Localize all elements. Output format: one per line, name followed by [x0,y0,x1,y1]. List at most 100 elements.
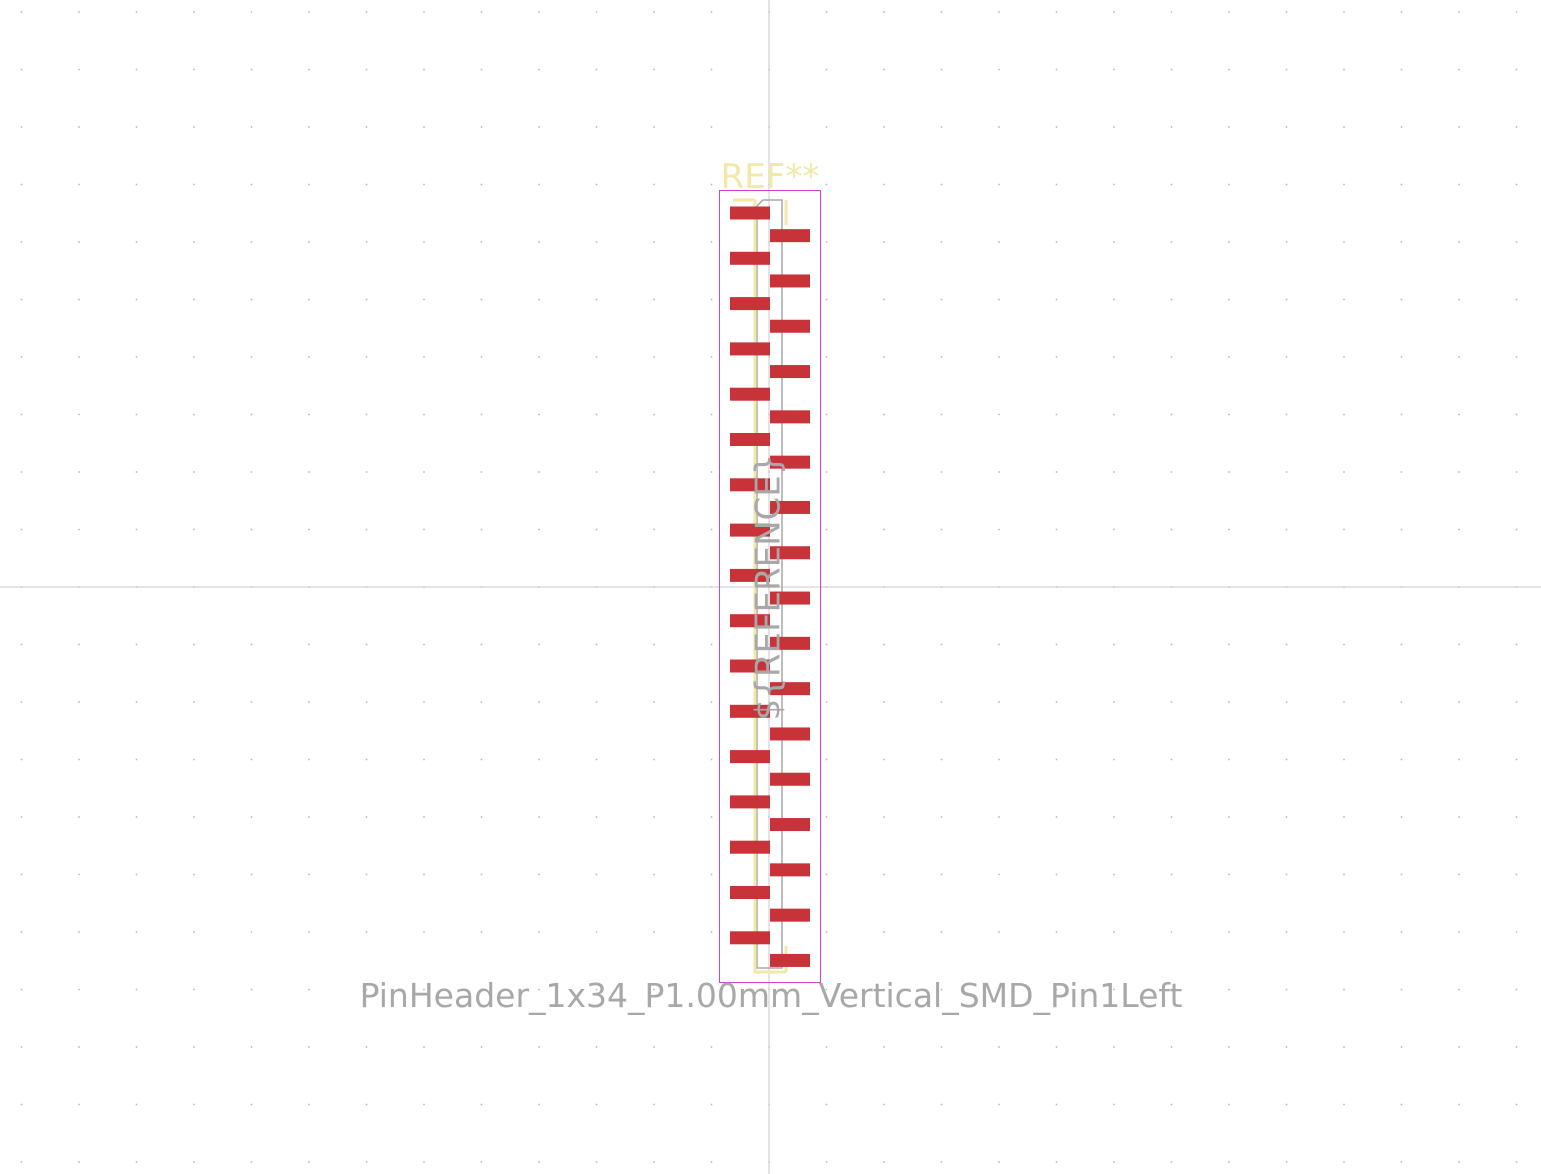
grid-dot [1285,1103,1288,1106]
grid-dot [250,1046,253,1048]
grid-dot [1170,183,1173,186]
grid-dot [1515,931,1518,933]
grid-dot [653,643,655,646]
grid-dot [1458,11,1460,13]
grid-dot [940,1046,943,1048]
grid-dot [423,873,425,876]
grid-dots [20,11,1518,1163]
grid-dot [1515,1046,1518,1048]
pad-20[interactable] [770,636,810,650]
pad-28[interactable] [770,818,810,832]
grid-dot [78,643,80,646]
pad-30[interactable] [770,863,810,877]
pad-17[interactable] [730,568,770,582]
grid-dot [78,241,80,243]
grid-dot [1170,471,1173,473]
grid-dot [1458,816,1460,818]
pad-9[interactable] [730,387,770,401]
grid-dot [1285,1161,1288,1163]
grid-dot [538,1161,540,1163]
grid-dot [308,931,310,933]
pad-21[interactable] [730,659,770,673]
grid-dot [998,1046,1000,1048]
grid-dot [998,931,1000,933]
grid-dot [1113,931,1115,933]
grid-dot [825,471,828,473]
pad-14[interactable] [770,500,810,514]
grid-dot [883,183,885,186]
grid-dot [423,816,425,818]
grid-dot [825,758,828,761]
grid-dot [710,126,713,128]
pad-33[interactable] [730,931,770,945]
grid-dot [940,701,943,703]
pad-12[interactable] [770,455,810,469]
grid-dot [1515,1103,1518,1106]
grid-dot [135,68,138,71]
grid-dot [480,816,483,818]
pad-13[interactable] [730,478,770,492]
grid-dot [78,471,80,473]
pad-7[interactable] [730,342,770,356]
grid-dot [825,183,828,186]
grid-dot [1285,11,1288,13]
pad-26[interactable] [770,772,810,786]
grid-dot [1113,1103,1115,1106]
grid-dot [308,241,310,243]
grid-dot [308,356,310,358]
pad-25[interactable] [730,750,770,764]
grid-dot [710,183,713,186]
grid-dot [825,816,828,818]
pad-5[interactable] [730,297,770,311]
pad-24[interactable] [770,727,810,741]
grid-dot [365,356,368,358]
grid-dot [480,241,483,243]
grid-dot [1170,68,1173,71]
pad-4[interactable] [770,274,810,288]
pad-34[interactable] [770,953,810,967]
pad-10[interactable] [770,410,810,424]
grid-dot [1170,241,1173,243]
pad-23[interactable] [730,704,770,718]
grid-dot [1400,1046,1403,1048]
grid-dot [1400,931,1403,933]
pad-31[interactable] [730,886,770,899]
pad-19[interactable] [730,614,770,628]
pad-32[interactable] [770,908,810,922]
pad-11[interactable] [730,433,770,446]
grid-dot [998,11,1000,13]
grid-dot [1228,126,1230,128]
pad-18[interactable] [770,591,810,605]
pad-29[interactable] [730,840,770,854]
pad-1[interactable] [730,206,770,220]
grid-dot [538,11,540,13]
grid-dot [998,68,1000,71]
grid-dot [1170,298,1173,301]
pad-27[interactable] [730,795,770,809]
pad-16[interactable] [770,546,810,560]
pad-8[interactable] [770,365,810,379]
grid-dot [135,471,138,473]
pad-2[interactable] [770,229,810,243]
grid-dot [1113,471,1115,473]
grid-dot [20,758,23,761]
grid-dot [365,241,368,243]
grid-dot [940,241,943,243]
pad-22[interactable] [770,682,810,696]
grid-dot [1055,356,1058,358]
grid-dot [940,816,943,818]
grid-dot [653,758,655,761]
grid-dot [710,931,713,933]
grid-dot [250,298,253,301]
pad-6[interactable] [770,319,810,333]
pad-3[interactable] [730,251,770,265]
grid-dot [365,701,368,703]
grid-dot [825,528,828,531]
grid-dot [1285,988,1288,991]
grid-dot [308,1046,310,1048]
pad-15[interactable] [730,523,770,537]
grid-dot [1515,758,1518,761]
grid-dot [308,471,310,473]
grid-dot [20,11,23,13]
